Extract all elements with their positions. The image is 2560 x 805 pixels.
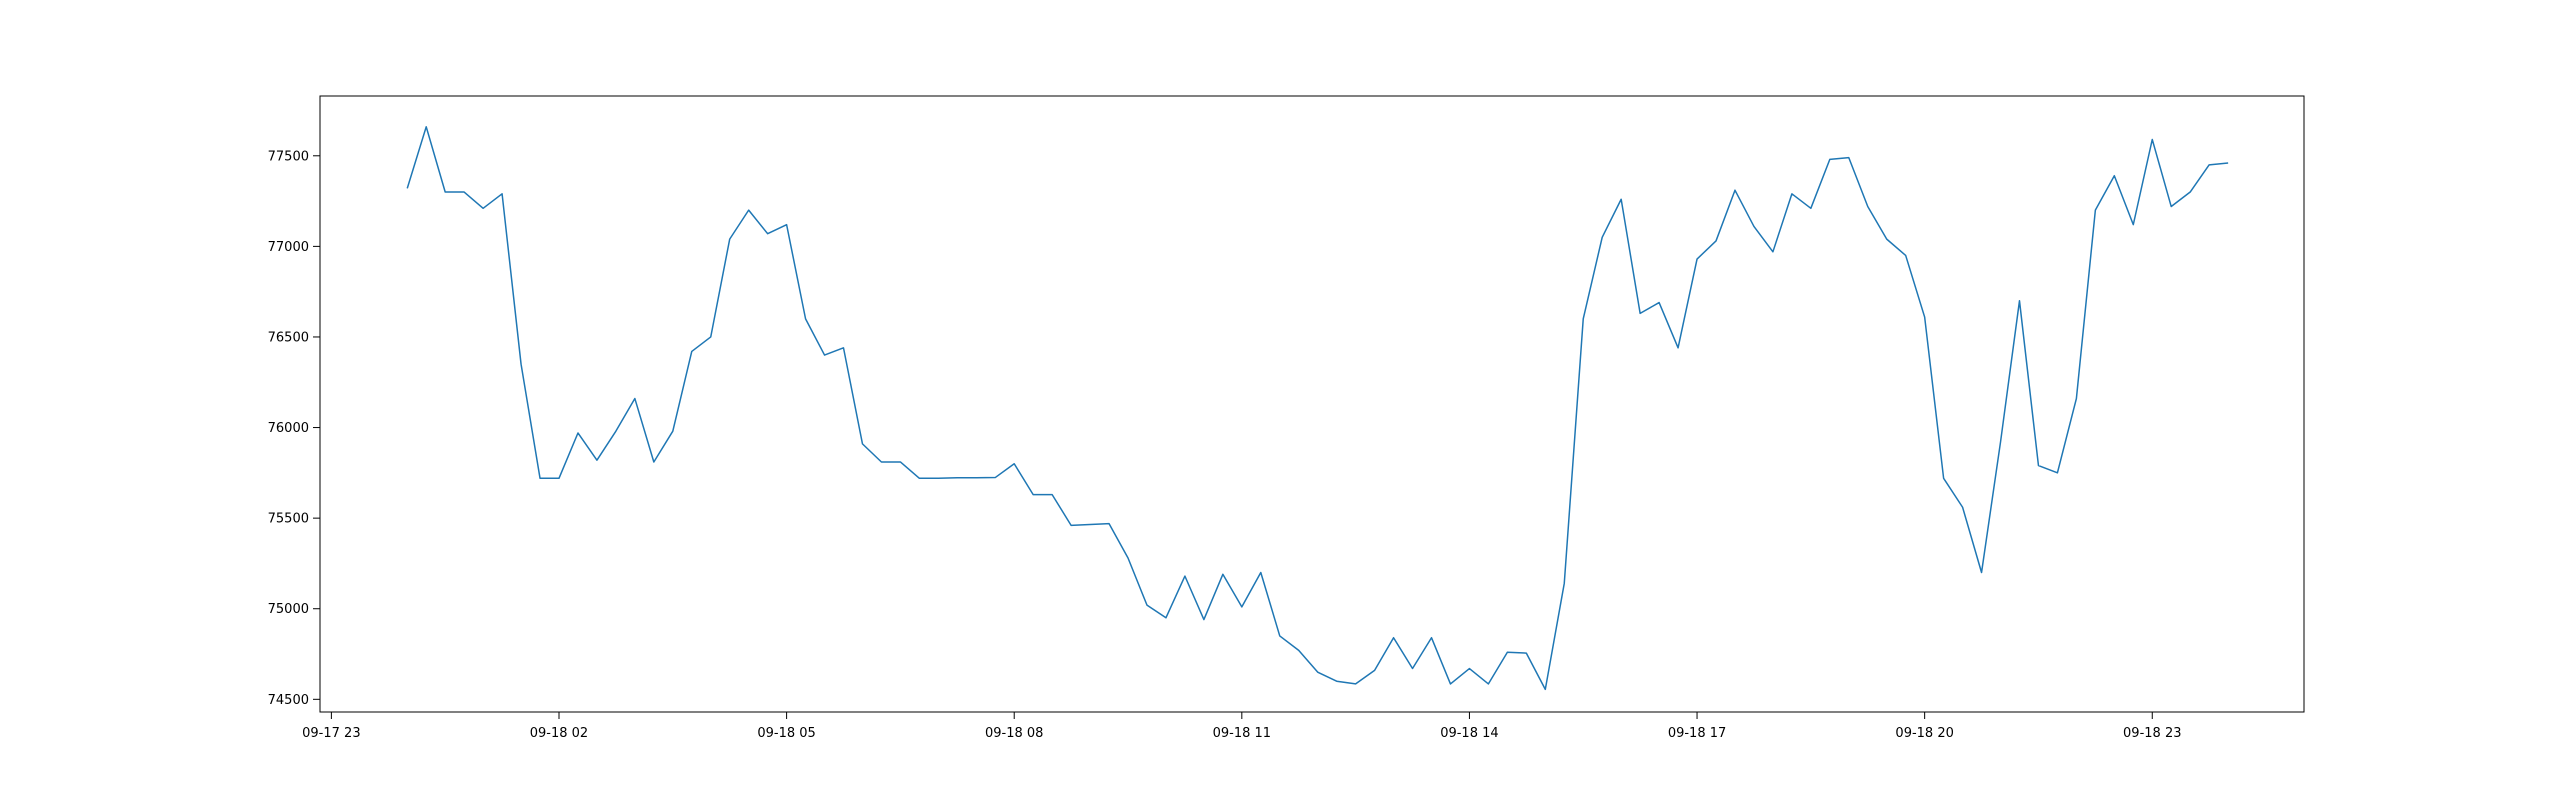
y-tick-label: 75500 xyxy=(268,512,309,527)
x-tick-label: 09-18 20 xyxy=(1895,726,1953,741)
y-tick-label: 77000 xyxy=(268,240,309,255)
x-tick-label: 09-18 02 xyxy=(530,726,588,741)
x-tick-label: 09-17 23 xyxy=(302,726,360,741)
x-tick-label: 09-18 11 xyxy=(1213,726,1271,741)
y-axis: 74500 75000 75500 76000 76500 77000 77500 xyxy=(268,149,320,708)
series-line-0 xyxy=(406,126,2229,691)
x-tick-label: 09-18 05 xyxy=(757,726,815,741)
x-tick-label: 09-18 14 xyxy=(1440,726,1498,741)
plot-frame xyxy=(319,95,2305,713)
y-tick-label: 74500 xyxy=(268,693,309,708)
x-tick-label: 09-18 08 xyxy=(985,726,1043,741)
y-tick-label: 77500 xyxy=(268,149,309,164)
y-tick-label: 75000 xyxy=(268,602,309,617)
x-tick-label: 09-18 23 xyxy=(2123,726,2181,741)
y-tick-label: 76500 xyxy=(268,330,309,345)
plot-area xyxy=(406,126,2229,691)
x-axis: 09-17 23 09-18 02 09-18 05 09-18 08 09-18 11… xyxy=(302,712,2181,741)
y-tick-label: 76000 xyxy=(268,421,309,436)
x-tick-label: 09-18 17 xyxy=(1668,726,1726,741)
